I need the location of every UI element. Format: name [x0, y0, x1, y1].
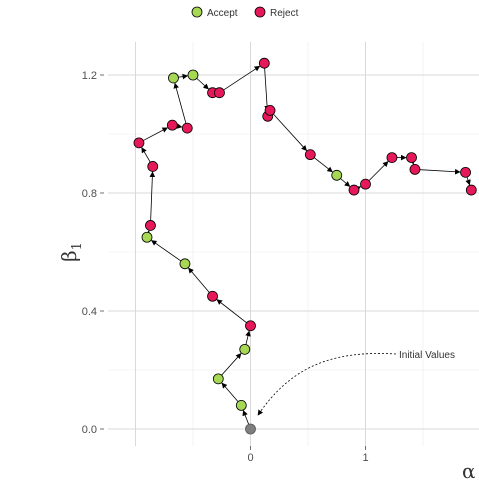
annotation-arrow — [257, 353, 397, 416]
point-reject-24 — [406, 152, 417, 164]
path-segment-4 — [216, 299, 249, 325]
legend-label-accept: Accept — [207, 8, 238, 19]
x-axis-title: α — [462, 459, 476, 483]
point-reject-7 — [145, 220, 156, 231]
path-segment-10 — [141, 127, 168, 142]
path-segment-9 — [141, 147, 152, 165]
legend: Accept Reject — [191, 6, 299, 19]
point-reject-11 — [181, 122, 193, 134]
path-segment-23 — [367, 161, 389, 183]
legend-key-reject — [254, 6, 266, 18]
point-reject-25 — [409, 163, 421, 175]
y-tick-label-2: 0.8 — [82, 188, 97, 200]
path-segment-14 — [194, 76, 209, 90]
grid — [108, 42, 479, 446]
path-segment-19 — [271, 112, 307, 151]
y-axis-title: β1 — [57, 242, 85, 262]
trace-points — [133, 57, 477, 435]
point-accept-6 — [141, 231, 153, 243]
point-reject-15 — [214, 87, 225, 99]
path-segment-16 — [221, 65, 261, 92]
path-segment-12 — [173, 82, 187, 126]
y-tick-label-3: 1.2 — [82, 70, 97, 82]
point-accept-5 — [179, 258, 191, 270]
point-reject-4 — [207, 290, 218, 302]
legend-key-accept — [191, 6, 203, 18]
point-reject-21 — [348, 184, 360, 196]
path-segment-0 — [242, 410, 250, 427]
path-segment-6 — [151, 240, 183, 263]
point-reject-27 — [465, 184, 477, 196]
x-tick-label-1: 1 — [362, 452, 368, 464]
x-axis-symbol: α — [462, 459, 476, 483]
point-accept-20 — [331, 169, 343, 181]
legend-label-reject: Reject — [270, 8, 299, 19]
path-segment-26 — [417, 168, 461, 175]
y-axis-symbol: β — [57, 250, 81, 262]
point-reject-18 — [264, 105, 276, 116]
y-tick-label-1: 0.4 — [82, 306, 97, 318]
point-reject-16 — [258, 57, 270, 69]
annotation-arrow-path — [257, 353, 397, 416]
point-reject-3 — [245, 320, 256, 332]
y-tick-label-0: 0.0 — [82, 424, 97, 436]
path-segment-20 — [312, 156, 333, 173]
path-segment-5 — [188, 267, 211, 295]
point-accept-12 — [168, 72, 179, 84]
point-reject-22 — [360, 178, 371, 190]
path-segment-17 — [264, 66, 270, 112]
point-accept-13 — [187, 69, 199, 81]
point-reject-23 — [386, 152, 398, 164]
point-reject-8 — [147, 161, 159, 172]
x-tick-label-0: 0 — [247, 452, 253, 464]
path-segment-1 — [221, 382, 240, 404]
point-accept-2 — [239, 343, 251, 355]
path-segment-3 — [245, 330, 251, 347]
point-reject-26 — [460, 166, 471, 178]
annotation-label: Initial Values — [399, 350, 455, 361]
point-accept-0 — [235, 399, 247, 411]
point-reject-9 — [133, 137, 145, 149]
path-segment-8 — [149, 171, 156, 223]
point-reject-19 — [304, 149, 316, 161]
start-point — [245, 423, 256, 435]
y-axis-subscript: 1 — [70, 242, 85, 250]
path-segment-2 — [220, 353, 242, 377]
trace-path — [141, 65, 471, 427]
y-axis: 0.0 0.4 0.8 1.2 — [82, 70, 104, 436]
point-reject-10 — [166, 119, 178, 131]
point-accept-1 — [212, 373, 224, 385]
